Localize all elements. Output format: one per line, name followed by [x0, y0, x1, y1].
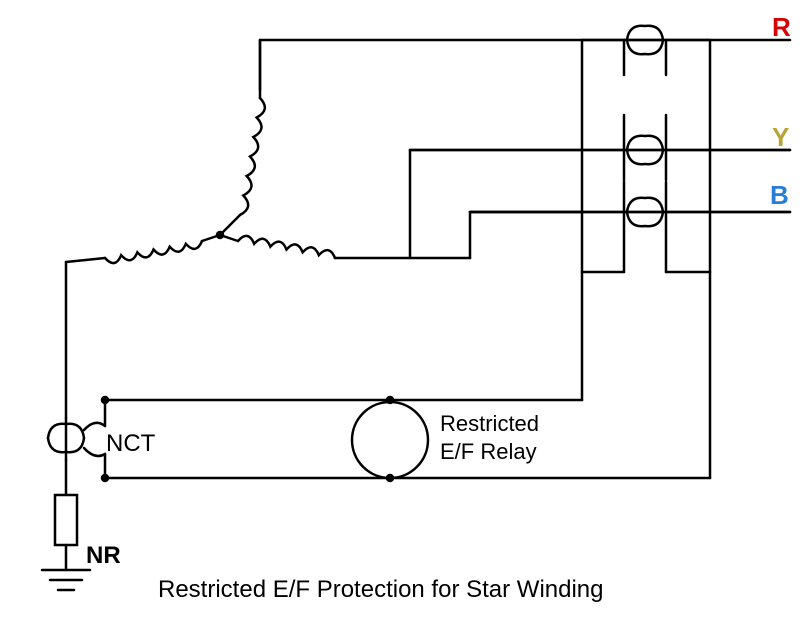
- phase-label-R: R: [772, 12, 791, 43]
- relay-label: Restricted E/F Relay: [440, 410, 539, 465]
- nr-label: NR: [86, 542, 121, 570]
- diagram-container: R Y B NCT NR Restricted E/F Relay Restri…: [0, 0, 802, 644]
- phase-label-B: B: [770, 180, 789, 211]
- nct-label: NCT: [106, 430, 155, 458]
- phase-label-Y: Y: [772, 122, 789, 153]
- diagram-title: Restricted E/F Protection for Star Windi…: [158, 576, 604, 604]
